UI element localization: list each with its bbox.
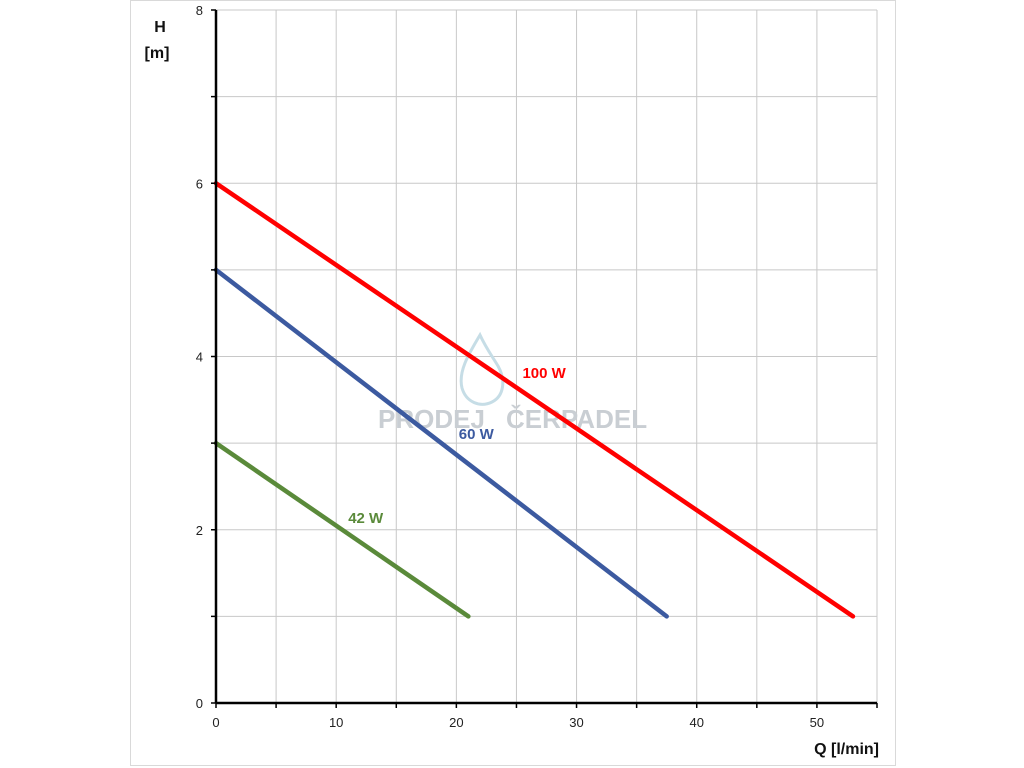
series-label: 60 W — [459, 426, 495, 443]
x-tick-label: 30 — [569, 715, 583, 730]
series-line — [213, 267, 669, 619]
y-axis-title-line1: H — [154, 19, 166, 36]
y-tick-label: 6 — [196, 176, 203, 191]
series-line — [213, 181, 856, 619]
axes: 0 10 20 30 40 50 0 2 4 6 8 — [196, 3, 878, 730]
y-tick-label: 8 — [196, 3, 203, 18]
y-axis-title-line2: [m] — [145, 45, 170, 62]
y-tick-label: 4 — [196, 350, 203, 365]
x-tick-label: 10 — [329, 715, 343, 730]
y-tick-label: 0 — [196, 696, 203, 711]
x-tick-label: 50 — [810, 715, 824, 730]
series-group — [213, 181, 856, 619]
series-labels: 100 W 60 W 42 W — [348, 365, 566, 527]
series-label: 100 W — [522, 365, 566, 382]
x-axis-title: Q [l/min] — [814, 741, 879, 758]
x-tick-label: 40 — [689, 715, 703, 730]
x-tick-label: 0 — [212, 715, 219, 730]
series-line — [213, 440, 471, 619]
water-drop-icon — [459, 331, 505, 406]
y-tick-label: 2 — [196, 523, 203, 538]
series-label: 42 W — [348, 510, 384, 527]
grid — [216, 9, 878, 703]
x-tick-label: 20 — [449, 715, 463, 730]
